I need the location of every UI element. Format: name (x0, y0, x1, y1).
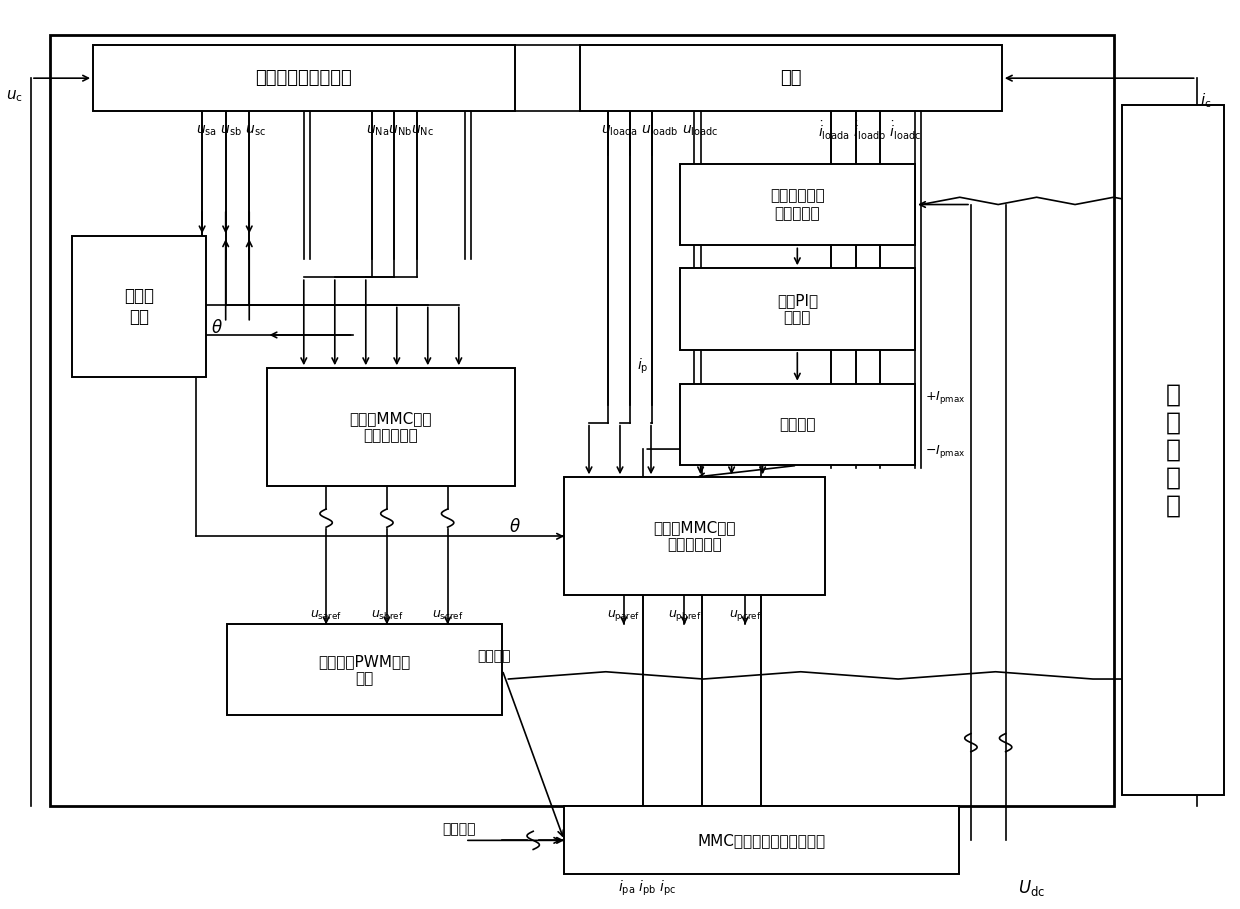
FancyBboxPatch shape (680, 384, 915, 465)
Text: $u_{\rm c}$: $u_{\rm c}$ (6, 88, 24, 105)
Text: 负荷: 负荷 (780, 69, 802, 87)
Text: $\theta$: $\theta$ (508, 518, 521, 536)
FancyBboxPatch shape (680, 268, 915, 350)
Text: $\theta$: $\theta$ (211, 319, 223, 336)
Text: 底层三相PWM调制
模块: 底层三相PWM调制 模块 (319, 654, 410, 686)
Text: $u_{\rm sa}\ u_{\rm sb}\ u_{\rm sc}$: $u_{\rm sa}\ u_{\rm sb}\ u_{\rm sc}$ (196, 124, 267, 138)
Text: $U_{\rm dc}$: $U_{\rm dc}$ (1018, 878, 1045, 898)
FancyBboxPatch shape (1122, 105, 1224, 795)
Text: $+I_{\rm pmax}$: $+I_{\rm pmax}$ (925, 389, 966, 405)
Text: $u_{\rm saref}$: $u_{\rm saref}$ (310, 609, 342, 622)
FancyBboxPatch shape (93, 45, 515, 111)
Text: 协
调
控
制
器: 协 调 控 制 器 (1166, 383, 1180, 517)
Text: 锁相环
模块: 锁相环 模块 (124, 287, 154, 326)
FancyBboxPatch shape (267, 368, 515, 486)
Text: 限流模块: 限流模块 (779, 417, 816, 432)
FancyBboxPatch shape (580, 45, 1002, 111)
Text: 串联侧MMC参考
电压生成模块: 串联侧MMC参考 电压生成模块 (350, 411, 432, 444)
Text: MMC型统一电能质量调节器: MMC型统一电能质量调节器 (697, 833, 826, 848)
Text: $-I_{\rm pmax}$: $-I_{\rm pmax}$ (925, 444, 966, 460)
Text: 触发信号: 触发信号 (441, 823, 476, 836)
FancyBboxPatch shape (564, 477, 825, 595)
Text: $u_{\rm paref}$: $u_{\rm paref}$ (608, 608, 640, 623)
Text: $u_{\rm pbref}$: $u_{\rm pbref}$ (668, 608, 701, 623)
Text: $u_{\rm Na}u_{\rm Nb}u_{\rm Nc}$: $u_{\rm Na}u_{\rm Nb}u_{\rm Nc}$ (366, 124, 434, 138)
Text: $u_{\rm sbref}$: $u_{\rm sbref}$ (371, 609, 403, 622)
Text: 触发信号: 触发信号 (477, 649, 511, 664)
Text: $i_{\rm c}$: $i_{\rm c}$ (1200, 92, 1211, 110)
FancyBboxPatch shape (72, 236, 206, 377)
Text: 中压交流配电网系统: 中压交流配电网系统 (255, 69, 352, 87)
Text: $u_{\rm pcref}$: $u_{\rm pcref}$ (729, 608, 761, 623)
Text: 外环PI调
节模块: 外环PI调 节模块 (776, 293, 818, 325)
Text: $u_{\rm loada}\ u_{\rm loadb}\ u_{\rm loadc}$: $u_{\rm loada}\ u_{\rm loadb}\ u_{\rm lo… (601, 124, 719, 138)
Text: $\dot{i}_{\rm loada}\ \dot{i}_{\rm loadb}\ \dot{i}_{\rm loadc}$: $\dot{i}_{\rm loada}\ \dot{i}_{\rm loadb… (818, 120, 921, 142)
Text: 并联侧MMC参考
电压生成模块: 并联侧MMC参考 电压生成模块 (653, 520, 735, 553)
Text: $i_{\rm pa}\ i_{\rm pb}\ i_{\rm pc}$: $i_{\rm pa}\ i_{\rm pb}\ i_{\rm pc}$ (619, 878, 677, 898)
Text: 直流电压偏差
量生成模块: 直流电压偏差 量生成模块 (770, 188, 825, 221)
FancyBboxPatch shape (227, 624, 502, 715)
FancyBboxPatch shape (564, 806, 959, 874)
Text: $u_{\rm scref}$: $u_{\rm scref}$ (432, 609, 464, 622)
FancyBboxPatch shape (680, 164, 915, 245)
Text: $i_{\rm p}$: $i_{\rm p}$ (636, 357, 649, 376)
